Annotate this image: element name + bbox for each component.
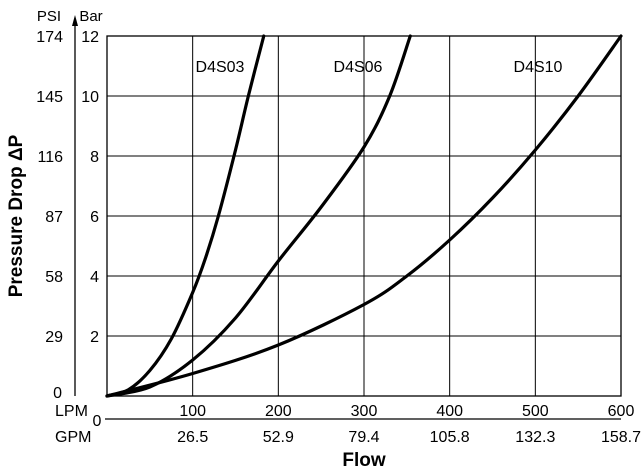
x-tick-label-lpm: 400 [436,403,463,420]
x-tick-label-lpm: 100 [179,403,206,420]
grid [107,36,621,396]
y-tick-label-bar: 4 [90,269,99,286]
y-axis-arrow-icon [72,15,78,26]
y-zero-label: 0 [53,385,62,402]
y-tick-label-bar: 10 [81,89,99,106]
series-line-d4s03 [105,34,266,398]
x-tick-label-gpm: 79.4 [348,429,379,446]
series-label-d4s03: D4S03 [196,59,245,76]
x-tick-label-lpm: 300 [351,403,378,420]
plot-area [106,35,622,397]
x-tick-label-gpm: 26.5 [177,429,208,446]
y-tick-label-psi: 174 [36,29,63,46]
tick-labels: 29 2 58 4 87 6 116 8 145 10 174 12 100 26.5 200 52.9 300… [36,29,641,446]
x-tick-label-gpm: 132.3 [515,429,555,446]
y-axis: PSI Bar 0 [37,8,103,402]
x-unit-lpm-label: LPM [55,403,88,420]
y-unit-psi-label: PSI [37,8,61,25]
x-tick-label-lpm: 600 [608,403,635,420]
series-label-d4s10: D4S10 [514,59,563,76]
series-line-d4s06 [105,34,412,398]
x-tick-label-gpm: 158.7 [601,429,641,446]
y-unit-bar-label: Bar [79,8,102,25]
x-tick-label-gpm: 105.8 [430,429,470,446]
x-unit-gpm-label: GPM [55,429,91,446]
y-tick-label-psi: 58 [45,269,63,286]
x-tick-label-lpm: 200 [265,403,292,420]
x-tick-label-lpm: 500 [522,403,549,420]
x-zero-label: 0 [93,413,102,430]
y-tick-label-bar: 6 [90,209,99,226]
y-tick-label-bar: 2 [90,329,99,346]
y-tick-label-bar: 12 [81,29,99,46]
y-tick-label-psi: 87 [45,209,63,226]
x-axis: LPM GPM 0 [55,403,621,446]
y-tick-label-bar: 8 [90,149,99,166]
series-label-d4s06: D4S06 [334,59,383,76]
y-tick-label-psi: 116 [37,149,63,166]
y-tick-label-psi: 145 [36,89,63,106]
x-axis-title: Flow [342,450,385,471]
x-tick-label-gpm: 52.9 [263,429,294,446]
y-tick-label-psi: 29 [45,329,63,346]
series-lines: D4S03 D4S06 D4S10 [105,34,623,398]
y-axis-title: Pressure Drop ΔP [6,134,27,297]
series-line-d4s10 [105,34,623,398]
